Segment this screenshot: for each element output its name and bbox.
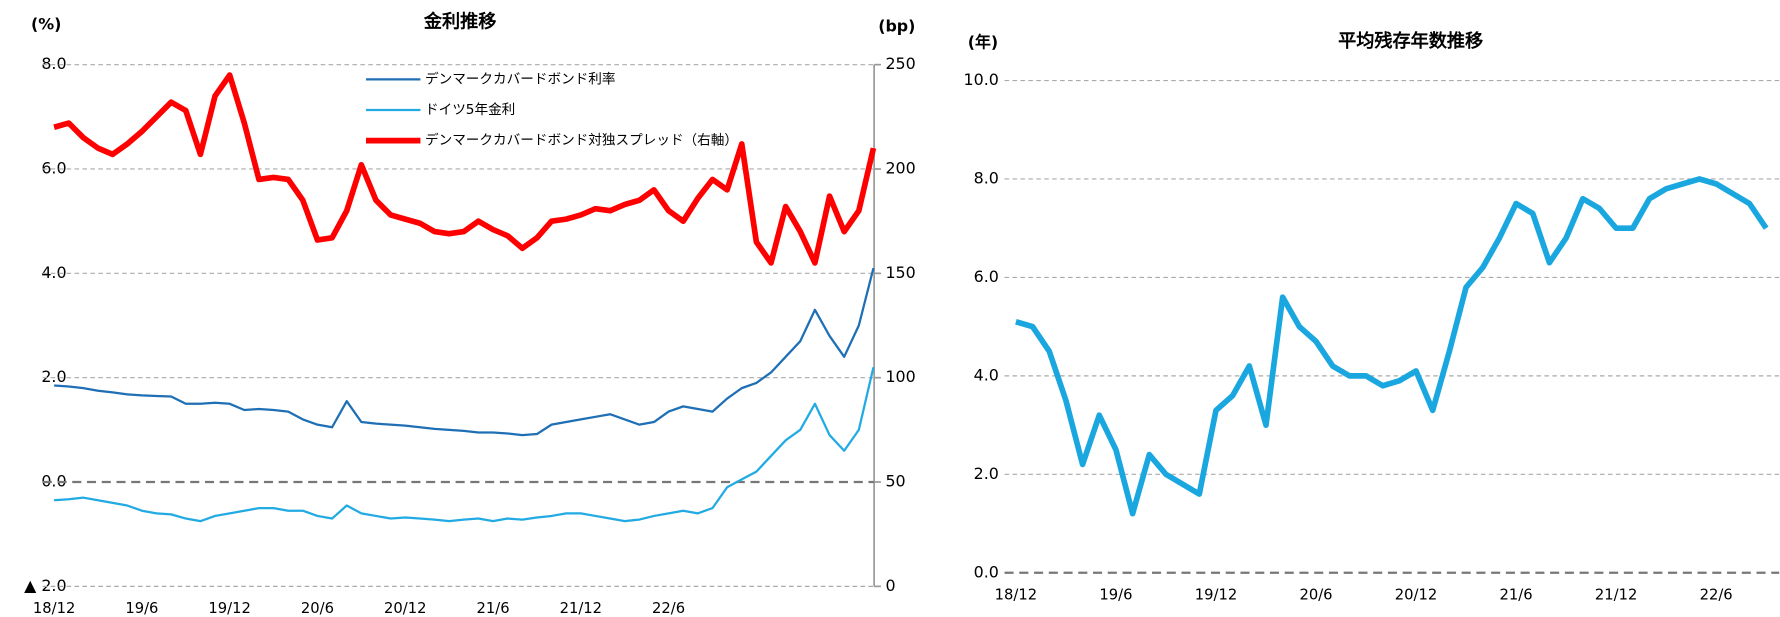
y-tick-label: 8.0 (974, 168, 999, 187)
x-tick-label: 21/12 (1595, 586, 1637, 603)
x-tick-label: 18/12 (33, 600, 75, 617)
y-tick-label: 2.0 (41, 367, 66, 386)
series-line (54, 366, 875, 523)
legend-label: ドイツ5年金利 (425, 102, 515, 118)
x-tick-label: 20/12 (384, 600, 426, 617)
y-tick-label: 6.0 (974, 267, 999, 286)
y2-tick-label: 50 (885, 472, 905, 491)
y-tick-label: 4.0 (41, 263, 66, 282)
series-line (53, 72, 877, 266)
y2-tick-label: 150 (885, 263, 915, 282)
y2-tick-label: 250 (885, 54, 915, 73)
y2-axis-unit: (bp) (878, 17, 915, 36)
x-tick-label: 19/6 (125, 600, 158, 617)
x-tick-label: 20/6 (1299, 586, 1332, 603)
y2-tick-label: 200 (885, 158, 915, 177)
x-tick-label: 21/6 (1500, 586, 1533, 603)
x-tick-label: 22/6 (1700, 586, 1733, 603)
x-tick-label: 21/12 (560, 600, 602, 617)
x-tick-label: 18/12 (995, 586, 1037, 603)
y-tick-label: 0.0 (41, 472, 66, 491)
y2-tick-label: 0 (885, 576, 895, 595)
y-tick-label: 10.0 (964, 70, 999, 89)
y-tick-label: 2.0 (974, 464, 999, 483)
y-tick-label: 8.0 (41, 54, 66, 73)
x-tick-label: 21/6 (476, 600, 509, 617)
x-tick-label: 19/12 (208, 600, 250, 617)
chart-title: 金利推移 (423, 11, 497, 33)
y2-tick-label: 100 (885, 367, 915, 386)
x-tick-label: 22/6 (652, 600, 685, 617)
y-tick-label: 0.0 (974, 562, 999, 581)
y-tick-label: 6.0 (41, 158, 66, 177)
x-tick-label: 19/12 (1195, 586, 1237, 603)
x-tick-label: 19/6 (1099, 586, 1132, 603)
x-tick-label: 20/12 (1395, 586, 1437, 603)
y-axis-unit: (年) (968, 33, 998, 52)
legend-label: デンマークカバードボンド対独スプレッド（右軸） (425, 132, 738, 149)
series-line (1015, 176, 1769, 517)
x-tick-label: 20/6 (301, 600, 334, 617)
chart-title: 平均残存年数推移 (1338, 30, 1483, 52)
y-tick-label: 4.0 (974, 365, 999, 384)
series-line (54, 267, 875, 437)
y-tick-label: ▲ 2.0 (24, 576, 66, 595)
y-axis-unit: (%) (31, 14, 61, 33)
legend-label: デンマークカバードボンド利率 (425, 70, 616, 87)
